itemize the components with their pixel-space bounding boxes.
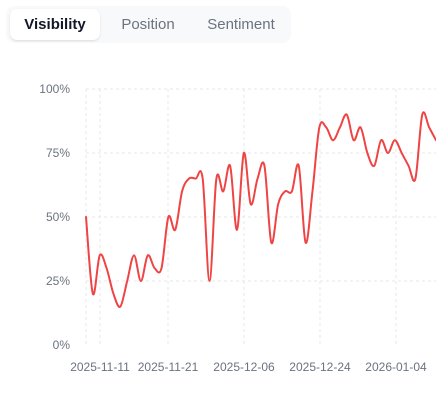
y-tick-label: 50% [46,210,70,224]
y-tick-label: 0% [53,338,71,352]
series-line [85,111,436,308]
tab-position[interactable]: Position [121,16,175,33]
tab-bar: Visibility Position Sentiment [6,6,291,43]
y-tick-label: 25% [46,274,70,288]
x-tick-label: 2026-01-04 [365,360,427,374]
y-tick-label: 75% [46,146,70,160]
x-tick-label: 2025-11-11 [70,360,130,374]
y-tick-label: 100% [39,82,70,96]
x-axis: 2025-11-11 2025-11-21 2025-12-06 2025-12-24… [70,360,427,374]
x-tick-label: 2025-12-24 [289,360,351,374]
y-axis: 0% 25% 50% 75% 100% [39,82,70,352]
x-tick-label: 2025-12-06 [213,360,275,374]
tab-visibility[interactable]: Visibility [10,9,100,40]
tab-sentiment[interactable]: Sentiment [207,16,275,33]
chart-grid [85,88,436,345]
x-tick-label: 2025-11-21 [138,360,199,374]
